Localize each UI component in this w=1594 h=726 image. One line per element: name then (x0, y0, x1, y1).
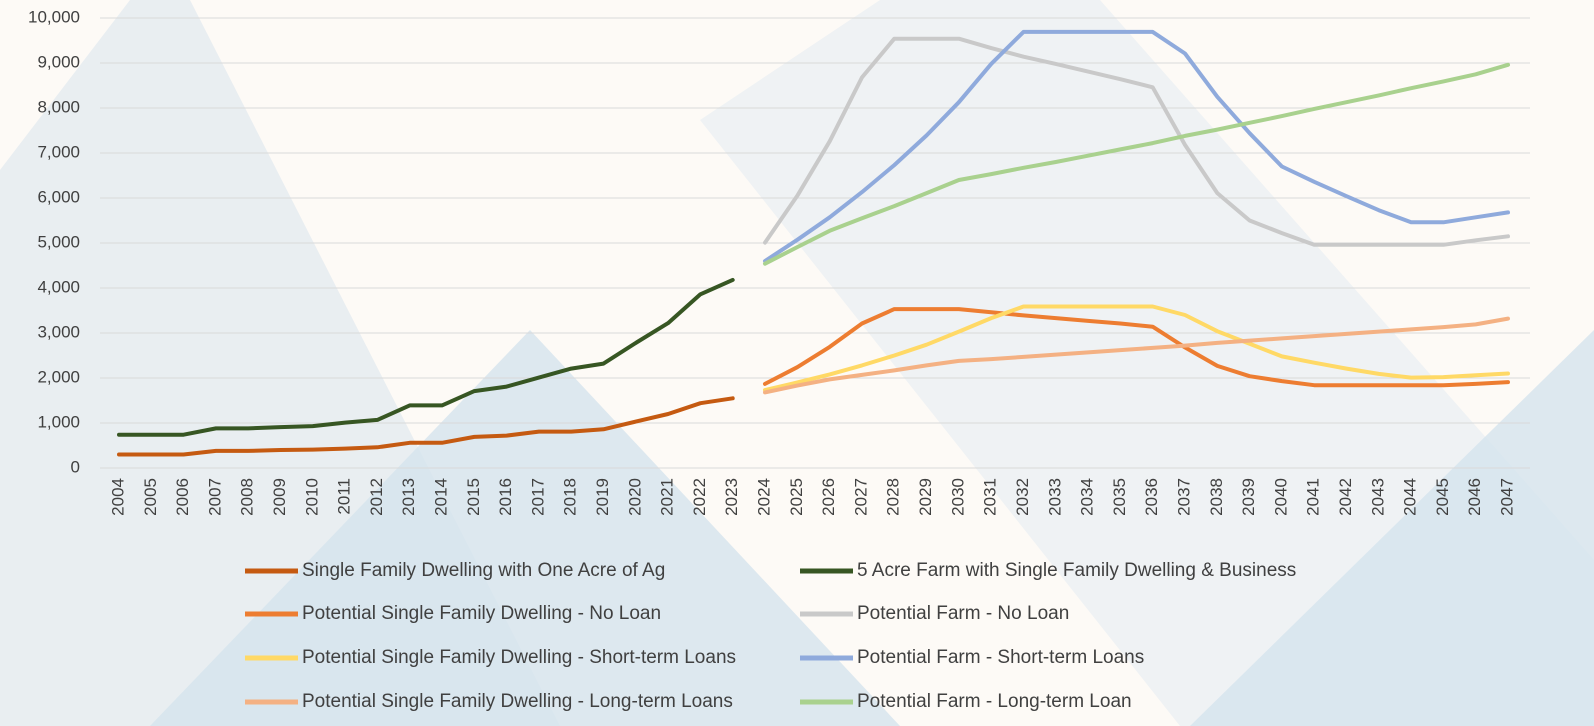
x-tick-label: 2013 (399, 478, 418, 516)
series-line (117, 396, 735, 457)
legend-label: Potential Farm - No Loan (857, 603, 1069, 624)
legend-label: Potential Single Family Dwelling - No Lo… (302, 603, 661, 624)
x-tick-label: 2022 (690, 478, 709, 516)
y-tick-label: 6,000 (37, 187, 80, 206)
x-tick-label: 2033 (1045, 478, 1064, 516)
y-tick-label: 1,000 (37, 412, 80, 431)
x-tick-label: 2047 (1497, 478, 1516, 516)
x-tick-label: 2018 (561, 478, 580, 516)
x-tick-label: 2042 (1336, 478, 1355, 516)
x-tick-label: 2015 (464, 478, 483, 516)
y-tick-label: 7,000 (37, 142, 80, 161)
x-tick-label: 2046 (1465, 478, 1484, 516)
series-line (763, 36, 1510, 247)
legend-label: 5 Acre Farm with Single Family Dwelling … (857, 560, 1296, 581)
y-tick-label: 4,000 (37, 277, 80, 296)
bg-triangle (1190, 330, 1594, 726)
x-tick-label: 2020 (625, 478, 644, 516)
x-tick-label: 2045 (1433, 478, 1452, 516)
legend-label: Potential Single Family Dwelling - Short… (302, 647, 736, 668)
y-tick-label: 0 (71, 457, 80, 476)
x-tick-label: 2030 (948, 478, 967, 516)
x-tick-label: 2036 (1142, 478, 1161, 516)
x-tick-label: 2011 (335, 478, 354, 515)
x-tick-label: 2031 (981, 478, 1000, 516)
x-tick-label: 2005 (141, 478, 160, 516)
x-tick-label: 2004 (108, 478, 127, 516)
x-tick-label: 2029 (916, 478, 935, 516)
legend-label: Potential Farm - Short-term Loans (857, 647, 1144, 668)
series-line (763, 307, 1510, 388)
x-tick-label: 2040 (1271, 478, 1290, 516)
x-tick-label: 2008 (238, 478, 257, 516)
y-tick-label: 5,000 (37, 232, 80, 251)
x-tick-label: 2014 (432, 478, 451, 516)
y-tick-label: 3,000 (37, 322, 80, 341)
x-tick-label: 2019 (593, 478, 612, 516)
x-tick-label: 2023 (722, 478, 741, 516)
x-tick-label: 2041 (1304, 478, 1323, 516)
series-line (763, 304, 1510, 393)
x-tick-label: 2043 (1368, 478, 1387, 516)
series-line (763, 316, 1510, 395)
legend-label: Potential Single Family Dwelling - Long-… (302, 691, 733, 712)
x-tick-label: 2026 (819, 478, 838, 516)
x-tick-label: 2028 (884, 478, 903, 516)
x-tick-label: 2027 (851, 478, 870, 516)
x-tick-label: 2016 (496, 478, 515, 516)
x-tick-label: 2025 (787, 478, 806, 516)
bg-triangle (700, 0, 1594, 726)
x-tick-label: 2021 (658, 478, 677, 516)
x-tick-label: 2006 (173, 478, 192, 516)
legend-label: Potential Farm - Long-term Loan (857, 691, 1132, 712)
plot-area: 0 1,000 2,000 3,000 4,000 5,000 6,000 7,000 8,00… (28, 7, 1530, 712)
x-tick-label: 2010 (302, 478, 321, 516)
y-tick-label: 8,000 (37, 97, 80, 116)
x-tick-label: 2035 (1110, 478, 1129, 516)
x-tick-label: 2007 (205, 478, 224, 516)
x-tick-label: 2024 (755, 478, 774, 516)
x-tick-label: 2034 (1078, 478, 1097, 516)
series-line (763, 29, 1510, 263)
y-tick-label: 10,000 (28, 7, 80, 26)
x-tick-label: 2038 (1207, 478, 1226, 516)
x-tick-label: 2012 (367, 478, 386, 516)
bg-triangle (150, 330, 900, 726)
x-tick-label: 2032 (1013, 478, 1032, 516)
series-line (117, 277, 735, 437)
x-tick-label: 2044 (1401, 478, 1420, 516)
x-tick-label: 2009 (270, 478, 289, 516)
x-tick-label: 2039 (1239, 478, 1258, 516)
x-tick-label: 2037 (1174, 478, 1193, 516)
series-line (763, 62, 1510, 266)
x-tick-label: 2017 (528, 478, 547, 516)
legend-label: Single Family Dwelling with One Acre of … (302, 560, 665, 581)
y-tick-label: 9,000 (37, 52, 80, 71)
y-tick-label: 2,000 (37, 367, 80, 386)
